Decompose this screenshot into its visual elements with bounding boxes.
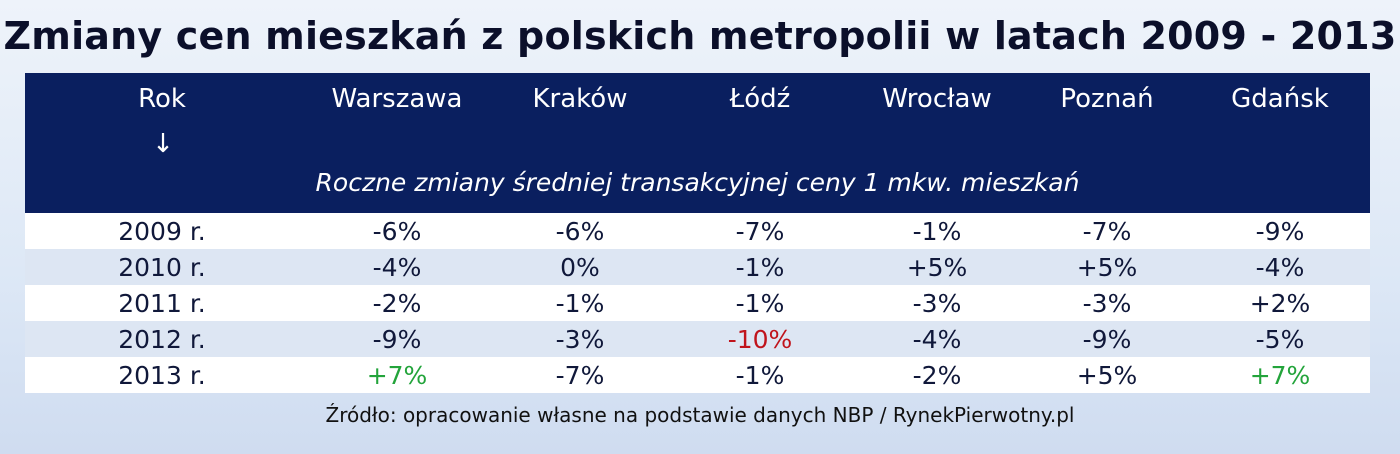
year-cell: 2013 r. bbox=[118, 361, 206, 390]
column-header-poznan: Poznań bbox=[1060, 84, 1154, 114]
column-header-wroclaw: Wrocław bbox=[882, 84, 992, 114]
table-header: Rok Warszawa Kraków Łódź Wrocław Poznań … bbox=[25, 73, 1370, 213]
column-header-gdansk: Gdańsk bbox=[1231, 84, 1329, 114]
year-cell: 2012 r. bbox=[118, 325, 206, 354]
value-cell: +5% bbox=[1076, 361, 1138, 390]
column-header-lodz: Łódź bbox=[729, 84, 791, 114]
value-cell: 0% bbox=[560, 253, 600, 282]
value-cell: -9% bbox=[1082, 325, 1132, 354]
value-cell-highlight-green: +7% bbox=[366, 361, 428, 390]
value-cell: -1% bbox=[555, 289, 605, 318]
value-cell: -9% bbox=[372, 325, 422, 354]
page-title: Zmiany cen mieszkań z polskich metropoli… bbox=[3, 14, 1397, 58]
arrow-down-icon: ↓ bbox=[152, 129, 174, 159]
value-cell: -3% bbox=[555, 325, 605, 354]
value-cell-highlight-green: +7% bbox=[1249, 361, 1311, 390]
value-cell: -5% bbox=[1255, 325, 1305, 354]
table-row: 2012 r. -9% -3% -10% -4% -9% -5% bbox=[25, 321, 1370, 357]
column-header-warszawa: Warszawa bbox=[331, 84, 463, 114]
price-change-table: Rok Warszawa Kraków Łódź Wrocław Poznań … bbox=[25, 73, 1370, 393]
value-cell: -3% bbox=[1082, 289, 1132, 318]
value-cell: -6% bbox=[555, 217, 605, 246]
year-cell: 2009 r. bbox=[118, 217, 206, 246]
value-cell: -1% bbox=[735, 253, 785, 282]
table-row: 2010 r. -4% 0% -1% +5% +5% -4% bbox=[25, 249, 1370, 285]
source-note: Źródło: opracowanie własne na podstawie … bbox=[325, 403, 1075, 427]
column-header-rok: Rok bbox=[138, 84, 186, 114]
table-row: 2013 r. +7% -7% -1% -2% +5% +7% bbox=[25, 357, 1370, 393]
column-header-krakow: Kraków bbox=[532, 84, 628, 114]
value-cell: -4% bbox=[1255, 253, 1305, 282]
value-cell: -3% bbox=[912, 289, 962, 318]
value-cell: -7% bbox=[735, 217, 785, 246]
value-cell-highlight-red: -10% bbox=[727, 325, 793, 354]
value-cell: -7% bbox=[1082, 217, 1132, 246]
value-cell: +5% bbox=[1076, 253, 1138, 282]
table-row: 2011 r. -2% -1% -1% -3% -3% +2% bbox=[25, 285, 1370, 321]
value-cell: -1% bbox=[912, 217, 962, 246]
value-cell: -1% bbox=[735, 361, 785, 390]
year-cell: 2011 r. bbox=[118, 289, 206, 318]
value-cell: +5% bbox=[906, 253, 968, 282]
value-cell: -2% bbox=[372, 289, 422, 318]
value-cell: -1% bbox=[735, 289, 785, 318]
value-cell: -2% bbox=[912, 361, 962, 390]
table-row: 2009 r. -6% -6% -7% -1% -7% -9% bbox=[25, 213, 1370, 249]
value-cell: -9% bbox=[1255, 217, 1305, 246]
value-cell: -4% bbox=[372, 253, 422, 282]
value-cell: -6% bbox=[372, 217, 422, 246]
table-subtitle: Roczne zmiany średniej transakcyjnej cen… bbox=[315, 168, 1080, 197]
value-cell: +2% bbox=[1249, 289, 1311, 318]
value-cell: -7% bbox=[555, 361, 605, 390]
value-cell: -4% bbox=[912, 325, 962, 354]
year-cell: 2010 r. bbox=[118, 253, 206, 282]
